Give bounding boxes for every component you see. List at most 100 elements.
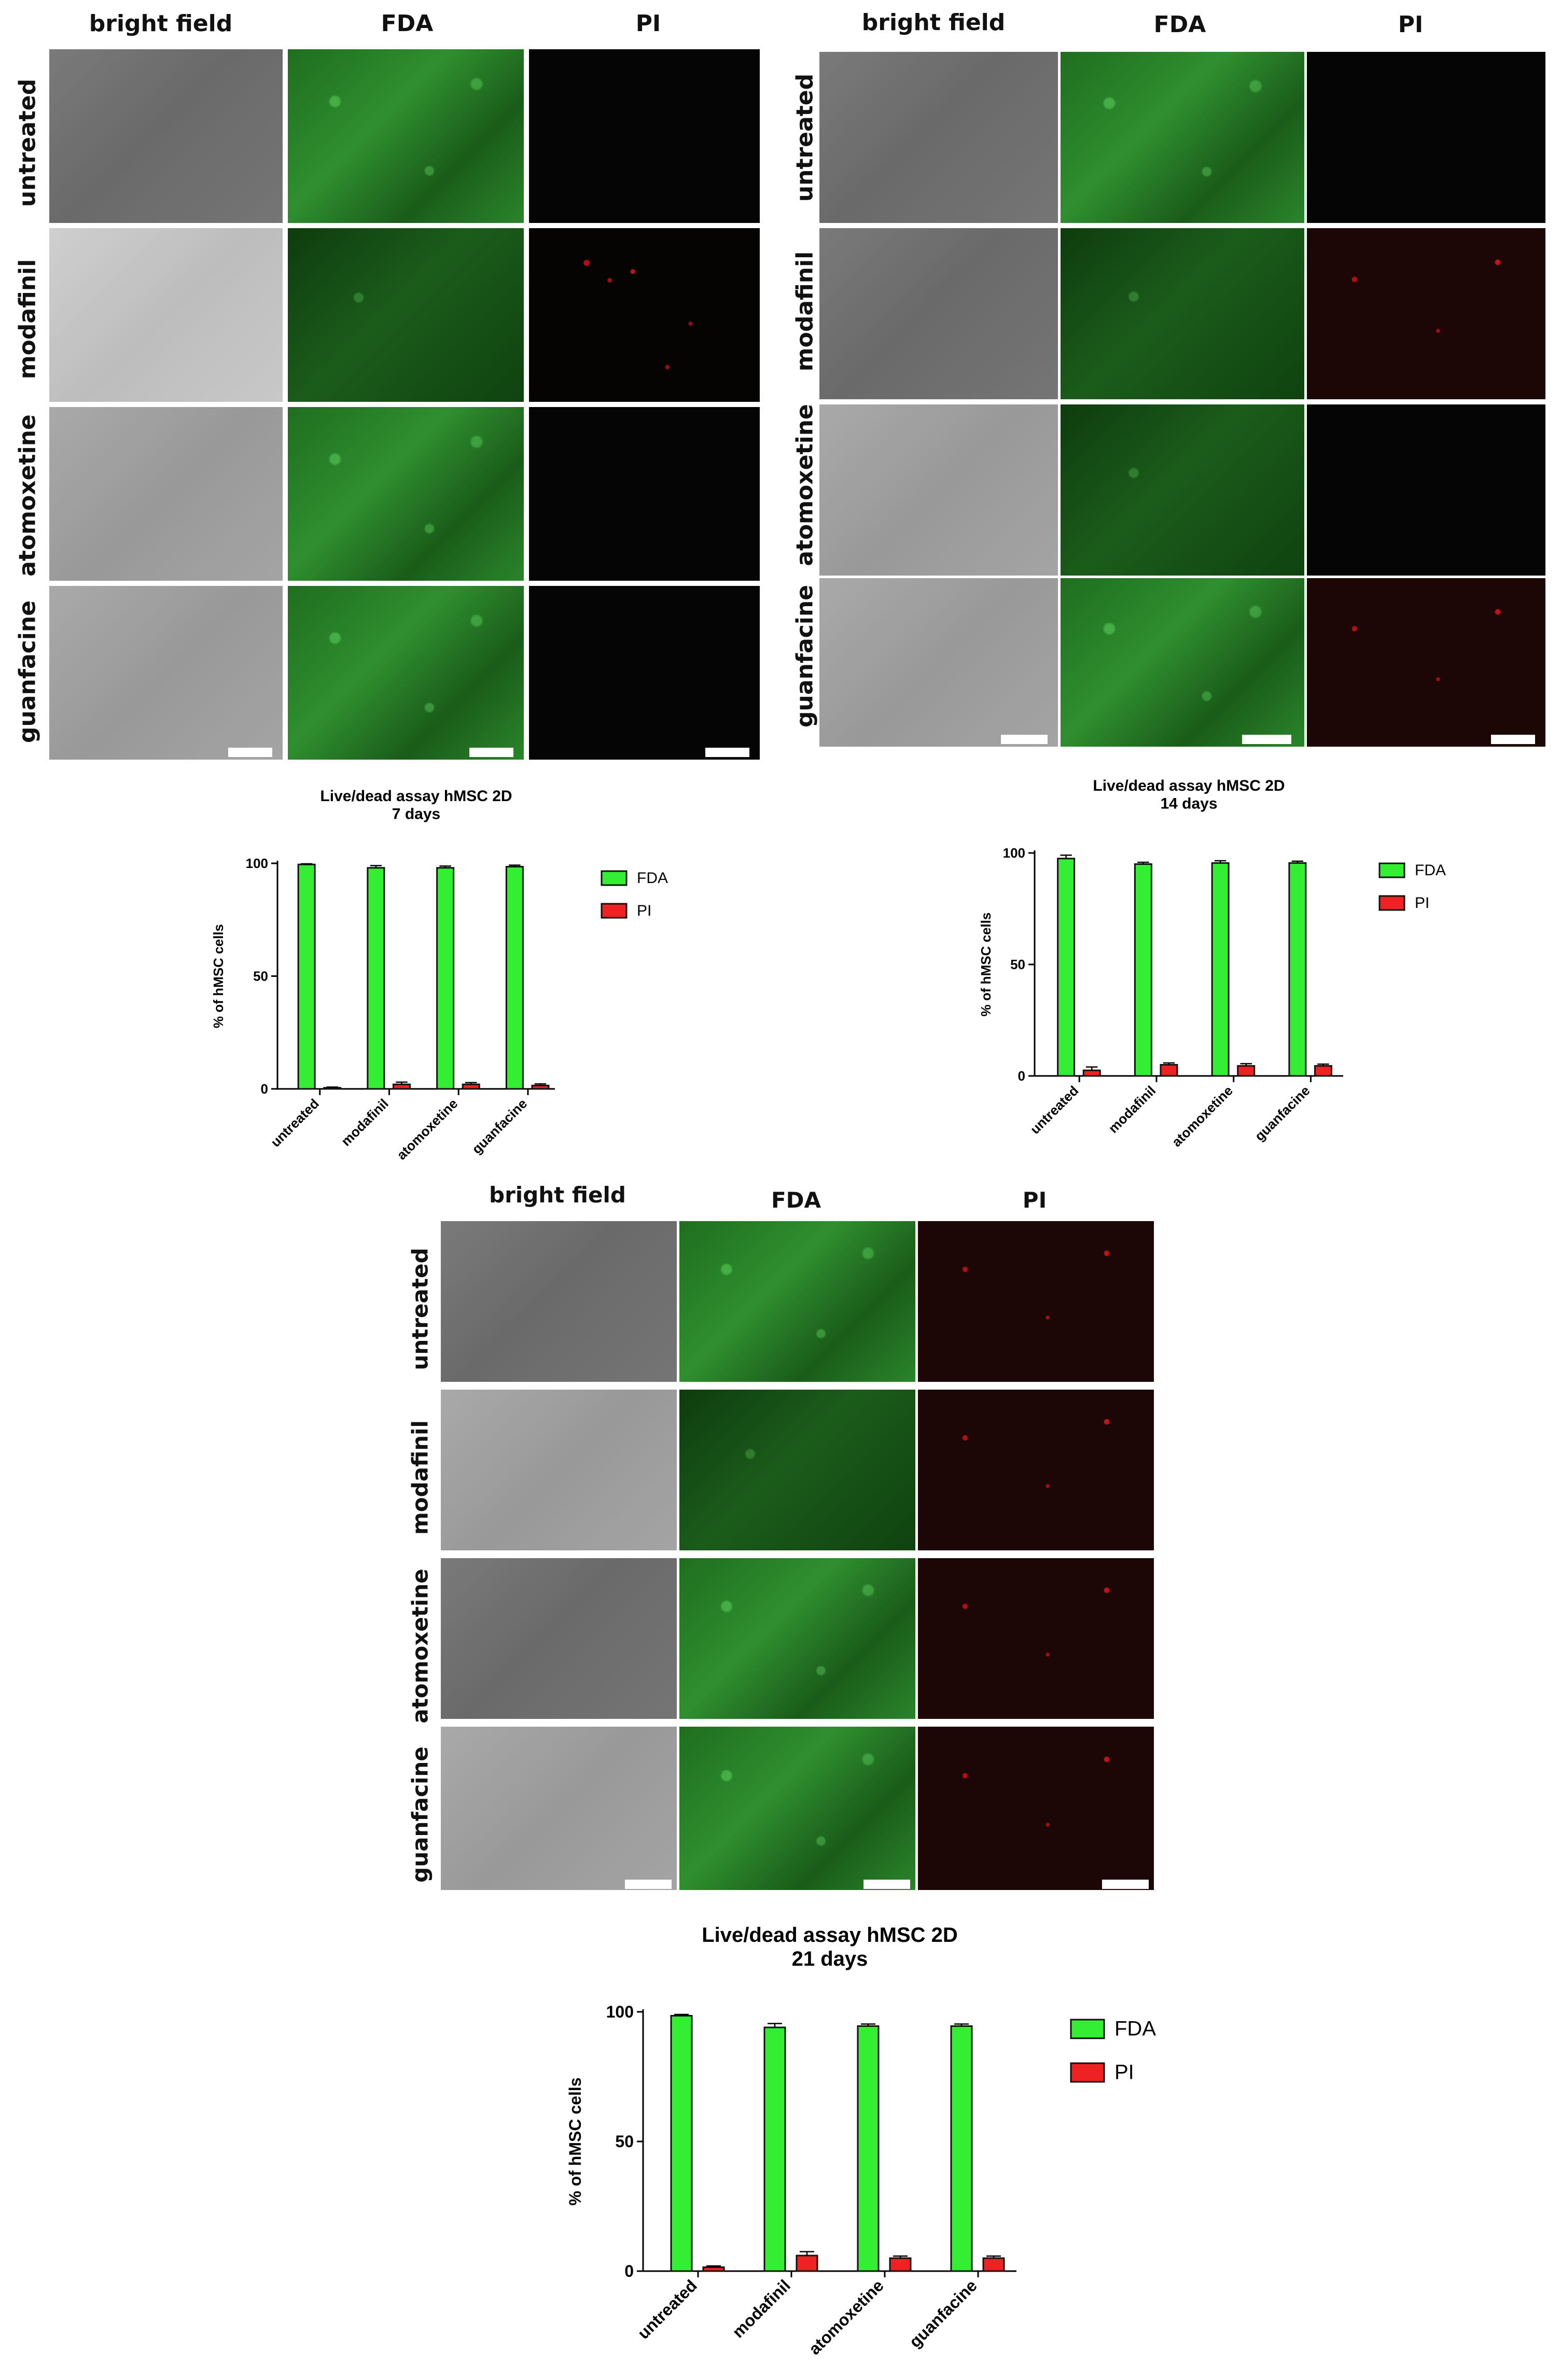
scale-bar [1102,1880,1149,1889]
image-atomoxetine-fda [679,1558,915,1719]
col-label-fda: FDA [771,1187,821,1213]
legend-swatch-pi [601,903,628,919]
y-tick-label: 100 [1003,845,1025,861]
image-modafinil-fda [1061,228,1304,399]
bar-fda-atomoxetine [436,867,455,1090]
scale-bar [1491,735,1535,744]
bar-pi-atomoxetine [889,2257,912,2272]
bar-pi-atomoxetine [462,1083,480,1090]
col-label-bright-field: bright field [89,10,233,37]
x-tick-label: modafinil [729,2276,794,2341]
y-tick-label: 50 [253,969,268,984]
chart-title: Live/dead assay hMSC 2D [702,1924,958,1947]
y-axis-label: % of hMSC cells [211,924,226,1028]
image-untreated-fda [679,1221,915,1382]
bar-pi-guanfacine [1314,1065,1332,1077]
image-atomoxetine-brightfield [49,407,283,581]
x-tick-label: atomoxetine [805,2276,887,2358]
bar-pi-modafinil [796,2255,818,2272]
image-untreated-pi [918,1221,1154,1382]
image-modafinil-fda [288,228,524,402]
x-tick-label: guanfacine [1251,1083,1313,1144]
legend-label-fda: FDA [1114,2018,1156,2040]
bar-pi-untreated [1082,1069,1101,1077]
scale-bar [705,748,749,757]
x-tick-label: modafinil [1105,1083,1159,1136]
bar-pi-guanfacine [531,1084,550,1090]
y-tick-label: 0 [261,1081,268,1097]
chart-title: Live/dead assay hMSC 2D [320,788,512,805]
legend-label-fda: FDA [637,870,668,887]
bar-pi-untreated [323,1087,342,1090]
x-tick-label: guanfacine [469,1096,530,1157]
bar-fda-untreated [1057,858,1076,1077]
legend-swatch-pi [1378,895,1405,911]
image-modafinil-brightfield [441,1390,677,1550]
image-untreated-brightfield [819,52,1058,223]
legend-swatch-fda [1378,862,1405,878]
col-label-bright-field: bright field [861,9,1006,36]
image-untreated-fda [288,49,524,223]
image-modafinil-brightfield [819,228,1058,399]
chart-subtitle: 21 days [792,1948,868,1970]
bar-fda-modafinil [367,867,385,1090]
image-guanfacine-pi [529,586,760,760]
chart-subtitle: 7 days [392,806,440,823]
image-untreated-pi [1307,52,1545,223]
col-label-pi: PI [1022,1187,1047,1213]
col-label-fda: FDA [381,10,434,37]
image-modafinil-fda [679,1390,915,1550]
bar-fda-modafinil [763,2026,786,2272]
scale-bar [625,1880,672,1889]
y-axis-label: % of hMSC cells [566,2077,584,2205]
image-atomoxetine-pi [918,1558,1154,1719]
legend-label-fda: FDA [1415,862,1446,879]
bar-fda-untreated [297,863,316,1090]
bar-fda-modafinil [1134,863,1152,1077]
x-tick-label: untreated [268,1096,322,1150]
bar-fda-guanfacine [505,866,524,1090]
image-atomoxetine-brightfield [441,1558,677,1719]
x-tick-label: untreated [634,2276,701,2343]
y-tick-label: 50 [1010,957,1025,972]
scale-bar [228,748,272,757]
legend-label-pi: PI [1114,2061,1134,2084]
image-modafinil-brightfield [49,228,283,402]
chart-title: Live/dead assay hMSC 2D [1093,777,1285,794]
x-tick-label: modafinil [338,1096,392,1149]
y-axis-label: % of hMSC cells [978,913,994,1017]
image-guanfacine-brightfield [819,578,1058,747]
image-guanfacine-fda [288,586,524,760]
image-untreated-brightfield [441,1221,677,1382]
image-modafinil-pi [1307,228,1545,399]
image-guanfacine-fda [679,1727,915,1890]
image-untreated-brightfield [49,49,283,223]
bar-fda-atomoxetine [1211,862,1230,1077]
image-guanfacine-brightfield [49,586,283,760]
bar-fda-guanfacine [1288,862,1307,1077]
bar-pi-modafinil [1160,1064,1178,1077]
col-label-pi: PI [1398,11,1424,38]
image-atomoxetine-pi [529,407,760,581]
bar-pi-atomoxetine [1237,1065,1256,1077]
x-tick-label: guanfacine [905,2276,981,2351]
image-modafinil-pi [918,1390,1154,1550]
x-tick-label: atomoxetine [394,1096,461,1163]
image-atomoxetine-pi [1307,404,1545,576]
chart-subtitle: 14 days [1160,795,1217,813]
image-guanfacine-pi [1307,578,1545,747]
y-tick-label: 100 [246,856,268,871]
legend-swatch-fda [1070,2019,1105,2039]
image-guanfacine-brightfield [441,1727,677,1890]
image-modafinil-pi [529,228,760,402]
bar-fda-atomoxetine [857,2025,880,2272]
y-tick-label: 100 [606,2003,634,2021]
bar-fda-untreated [670,2015,693,2272]
legend-label-pi: PI [637,902,651,919]
image-untreated-fda [1061,52,1304,223]
legend-label-pi: PI [1415,894,1429,912]
image-atomoxetine-brightfield [819,404,1058,576]
legend-swatch-fda [601,870,628,886]
image-guanfacine-pi [918,1727,1154,1890]
